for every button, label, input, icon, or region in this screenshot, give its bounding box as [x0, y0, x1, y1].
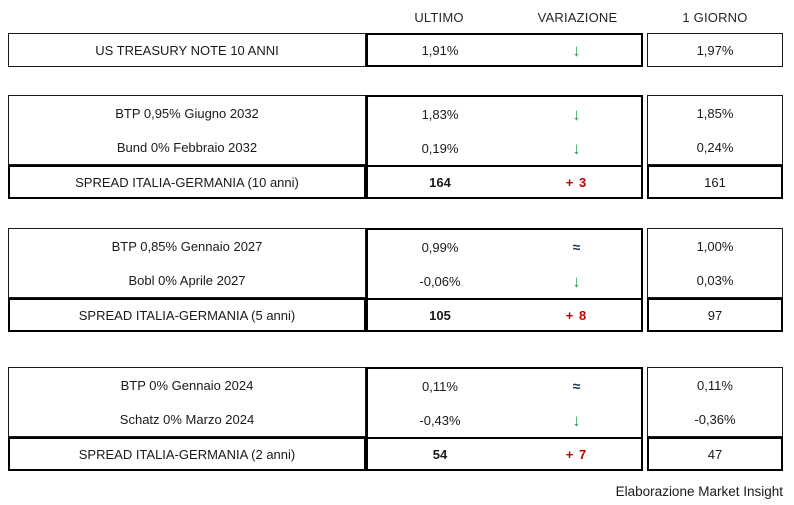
table-row: -0,36% — [648, 402, 782, 436]
spread-row: 164 + 3 — [368, 165, 641, 197]
ultimo-value: 0,11% — [422, 378, 458, 394]
table-row: 0,99% ≈ — [368, 230, 641, 264]
spread-variation-value: + 3 — [565, 174, 588, 190]
giorno-column: 1,97% — [647, 33, 783, 67]
spread-row: SPREAD ITALIA-GERMANIA (2 anni) — [10, 439, 364, 469]
spread-variation-value: + 8 — [565, 307, 588, 323]
giorno-column: 1,85% 0,24% 161 — [647, 95, 783, 199]
giorno-column: 1,00% 0,03% 97 — [647, 228, 783, 332]
spread-giorno-value: 97 — [707, 307, 723, 323]
ultimo-variazione-column: 1,91% ↓ — [366, 33, 643, 67]
giorno-value: 0,24% — [696, 139, 734, 155]
approx-equal-icon: ≈ — [572, 378, 581, 394]
label-column: BTP 0% Gennaio 2024 Schatz 0% Marzo 2024… — [8, 367, 366, 471]
table-row: BTP 0% Gennaio 2024 — [9, 368, 365, 402]
spread-ultimo-value: 164 — [429, 174, 451, 190]
down-arrow-icon: ↓ — [572, 138, 581, 158]
ultimo-value: -0,43% — [419, 412, 461, 428]
bond-label: Bobl 0% Aprile 2027 — [128, 272, 246, 288]
label-column: BTP 0,85% Gennaio 2027 Bobl 0% Aprile 20… — [8, 228, 366, 332]
ultimo-variazione-column: 0,11% ≈ -0,43% ↓ 54 + 7 — [366, 367, 643, 471]
spread-label: SPREAD ITALIA-GERMANIA (2 anni) — [78, 446, 296, 462]
table-row: 1,91% ↓ — [368, 35, 641, 65]
table-row: Schatz 0% Marzo 2024 — [9, 402, 365, 436]
approx-equal-icon: ≈ — [572, 239, 581, 255]
ultimo-variazione-column: 1,83% ↓ 0,19% ↓ 164 + 3 — [366, 95, 643, 199]
giorno-value: 0,03% — [696, 272, 734, 288]
bond-label: BTP 0,95% Giugno 2032 — [115, 105, 259, 121]
spread-giorno-value: 161 — [704, 174, 726, 190]
spread-ultimo-value: 105 — [429, 307, 451, 323]
bond-label: BTP 0,85% Gennaio 2027 — [111, 238, 263, 254]
giorno-value: 0,11% — [697, 377, 733, 393]
giorno-value: -0,36% — [694, 411, 736, 427]
giorno-column: 0,11% -0,36% 47 — [647, 367, 783, 471]
table-row: 0,19% ↓ — [368, 131, 641, 165]
spread-row: 97 — [649, 300, 781, 330]
spread-row: SPREAD ITALIA-GERMANIA (10 anni) — [10, 167, 364, 197]
table-row: 1,00% — [648, 229, 782, 263]
spread-variation-value: + 7 — [565, 446, 588, 462]
label-column: BTP 0,95% Giugno 2032 Bund 0% Febbraio 2… — [8, 95, 366, 199]
bond-label: Bund 0% Febbraio 2032 — [116, 139, 258, 155]
table-row: Bobl 0% Aprile 2027 — [9, 263, 365, 297]
table-row: 1,85% — [648, 96, 782, 130]
ultimo-value: -0,06% — [419, 273, 461, 289]
giorno-value: 1,97% — [696, 42, 734, 58]
table-row: 0,24% — [648, 130, 782, 164]
table-row: Bund 0% Febbraio 2032 — [9, 130, 365, 164]
column-header-1giorno: 1 GIORNO — [682, 10, 748, 25]
spread-label: SPREAD ITALIA-GERMANIA (10 anni) — [75, 174, 299, 190]
ultimo-value: 0,19% — [421, 140, 459, 156]
table-row: -0,06% ↓ — [368, 264, 641, 298]
ultimo-value: 0,99% — [421, 239, 459, 255]
table-row: BTP 0,85% Gennaio 2027 — [9, 229, 365, 263]
down-arrow-icon: ↓ — [572, 271, 581, 291]
bond-label: BTP 0% Gennaio 2024 — [120, 377, 254, 393]
table-row: 0,03% — [648, 263, 782, 297]
spread-row: SPREAD ITALIA-GERMANIA (5 anni) — [10, 300, 364, 330]
table-row: 0,11% — [648, 368, 782, 402]
bond-label: Schatz 0% Marzo 2024 — [119, 411, 255, 427]
spread-giorno-value: 47 — [707, 446, 723, 462]
label-column: US TREASURY NOTE 10 ANNI — [8, 33, 366, 67]
spread-row: 161 — [649, 167, 781, 197]
down-arrow-icon: ↓ — [572, 104, 581, 124]
spread-label: SPREAD ITALIA-GERMANIA (5 anni) — [78, 307, 296, 323]
table-row: 0,11% ≈ — [368, 369, 641, 403]
spread-row: 105 + 8 — [368, 298, 641, 330]
credit-text: Elaborazione Market Insight — [615, 484, 783, 499]
table-row: 1,83% ↓ — [368, 97, 641, 131]
column-header-ultimo: ULTIMO — [414, 10, 464, 25]
giorno-value: 1,85% — [696, 105, 734, 121]
table-row: -0,43% ↓ — [368, 403, 641, 437]
spread-ultimo-value: 54 — [432, 446, 448, 462]
down-arrow-icon: ↓ — [572, 40, 581, 60]
table-row: BTP 0,95% Giugno 2032 — [9, 96, 365, 130]
spread-row: 47 — [649, 439, 781, 469]
ultimo-value: 1,83% — [421, 106, 459, 122]
column-header-variazione: VARIAZIONE — [537, 10, 618, 25]
giorno-value: 1,00% — [696, 238, 734, 254]
table-row: US TREASURY NOTE 10 ANNI — [9, 34, 365, 66]
bond-label: US TREASURY NOTE 10 ANNI — [95, 42, 279, 58]
table-row: 1,97% — [648, 34, 782, 66]
ultimo-variazione-column: 0,99% ≈ -0,06% ↓ 105 + 8 — [366, 228, 643, 332]
ultimo-value: 1,91% — [421, 42, 459, 58]
down-arrow-icon: ↓ — [572, 410, 581, 430]
spread-row: 54 + 7 — [368, 437, 641, 469]
